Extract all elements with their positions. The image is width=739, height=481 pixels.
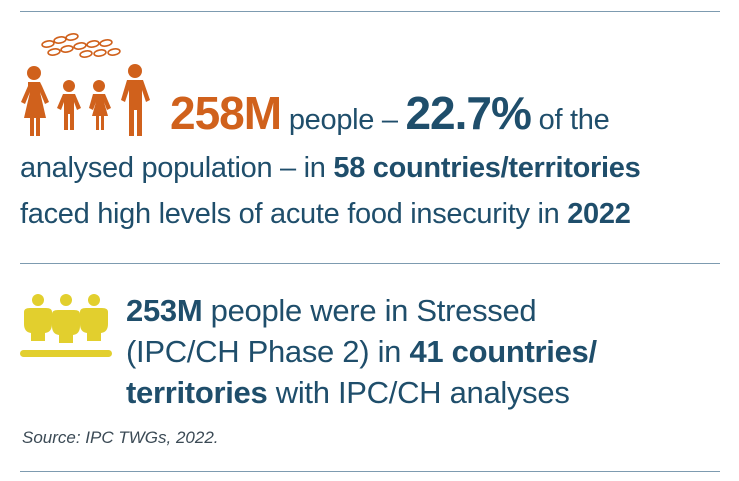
family-with-grain-icon bbox=[21, 33, 150, 136]
year-2022: 2022 bbox=[567, 198, 631, 230]
stressed-line-3: territories with IPC/CH analyses bbox=[126, 372, 726, 413]
headline-statistic: 258M people – 22.7% of the analysed popu… bbox=[20, 88, 732, 237]
stressed-statistic: 253M people were in Stressed (IPC/CH Pha… bbox=[126, 290, 726, 413]
population-percent: 22.7% bbox=[405, 87, 531, 139]
countries-count-58: 58 countries/territories bbox=[333, 152, 641, 184]
stressed-line-1-rest: people were in Stressed bbox=[202, 293, 537, 328]
headline-text-a: people – bbox=[281, 104, 406, 136]
headline-text-b: of the bbox=[530, 104, 610, 136]
headline-line-2: analysed population – in 58 countries/te… bbox=[20, 145, 732, 191]
people-count-258m: 258M bbox=[170, 87, 282, 139]
headline-line-3: faced high levels of acute food insecuri… bbox=[20, 191, 732, 237]
stressed-line-2a: (IPC/CH Phase 2) in bbox=[126, 334, 410, 369]
countries-count-41: 41 countries/ bbox=[409, 334, 597, 369]
bottom-divider bbox=[20, 471, 720, 472]
headline-line-3a: faced high levels of acute food insecuri… bbox=[20, 198, 568, 230]
stressed-line-2: (IPC/CH Phase 2) in 41 countries/ bbox=[126, 331, 726, 372]
group-of-people-icon bbox=[20, 294, 112, 357]
headline-line-2a: analysed population – in bbox=[20, 152, 334, 184]
middle-divider bbox=[20, 263, 720, 264]
people-count-253m: 253M bbox=[126, 293, 203, 328]
source-note: Source: IPC TWGs, 2022. bbox=[22, 428, 219, 447]
top-divider bbox=[20, 11, 720, 12]
stressed-line-3b: with IPC/CH analyses bbox=[267, 375, 570, 410]
territories-word: territories bbox=[126, 375, 268, 410]
stressed-line-1: 253M people were in Stressed bbox=[126, 290, 726, 331]
headline-line-1: 258M people – 22.7% of the bbox=[20, 88, 732, 145]
